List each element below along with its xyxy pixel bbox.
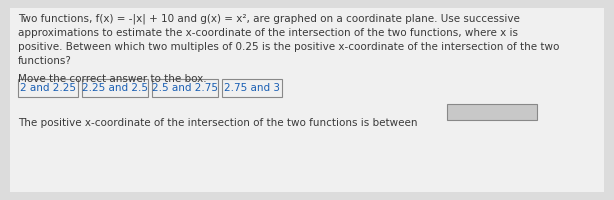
FancyBboxPatch shape — [152, 79, 218, 97]
Text: 2.5 and 2.75: 2.5 and 2.75 — [152, 83, 218, 93]
FancyBboxPatch shape — [18, 79, 78, 97]
Text: approximations to estimate the x-coordinate of the intersection of the two funct: approximations to estimate the x-coordin… — [18, 28, 518, 38]
Text: Move the correct answer to the box.: Move the correct answer to the box. — [18, 74, 207, 84]
Text: functions?: functions? — [18, 56, 72, 66]
FancyBboxPatch shape — [82, 79, 148, 97]
Text: positive. Between which two multiples of 0.25 is the positive x-coordinate of th: positive. Between which two multiples of… — [18, 42, 559, 52]
FancyBboxPatch shape — [447, 104, 537, 120]
FancyBboxPatch shape — [10, 8, 604, 192]
Text: 2.25 and 2.5: 2.25 and 2.5 — [82, 83, 148, 93]
Text: Two functions, f(x) = -|x| + 10 and g(x) = x², are graphed on a coordinate plane: Two functions, f(x) = -|x| + 10 and g(x)… — [18, 14, 520, 24]
Text: 2.75 and 3: 2.75 and 3 — [224, 83, 280, 93]
Text: The positive x-coordinate of the intersection of the two functions is between: The positive x-coordinate of the interse… — [18, 118, 418, 128]
Text: 2 and 2.25: 2 and 2.25 — [20, 83, 76, 93]
FancyBboxPatch shape — [222, 79, 282, 97]
